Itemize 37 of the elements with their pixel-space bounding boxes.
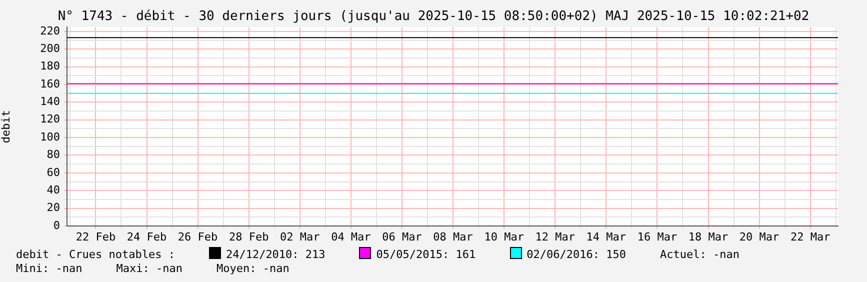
y-tick-label: 60 — [46, 166, 60, 179]
text: Moyen: -nan — [216, 262, 290, 276]
x-tick-label: 04 Mar — [331, 230, 372, 244]
x-tick-label: 14 Mar — [586, 230, 626, 244]
x-tick-label: 16 Mar — [637, 230, 678, 244]
y-tick-label: 180 — [40, 60, 60, 73]
text: Actuel: -nan — [660, 248, 740, 262]
x-tick-label: 28 Feb — [228, 230, 269, 244]
x-tick-label: 12 Mar — [535, 230, 576, 244]
x-tick-label: 20 Mar — [739, 230, 780, 244]
x-tick-label: 10 Mar — [484, 230, 524, 244]
y-tick-label: 220 — [40, 24, 60, 38]
y-tick-label: 140 — [40, 95, 60, 108]
x-tick-label: 18 Mar — [688, 230, 728, 244]
y-tick-label: 100 — [40, 130, 60, 144]
x-tick-label: 02 Mar — [280, 230, 320, 244]
y-tick-label: 200 — [40, 42, 60, 55]
y-axis-title: debit — [0, 110, 12, 144]
x-tick-label: 06 Mar — [382, 230, 422, 244]
y-tick-label: 20 — [46, 201, 60, 214]
y-tick-label: 0 — [53, 218, 60, 232]
legend-label: 02/06/2016: 150 — [526, 248, 626, 261]
legend-label: 05/05/2015: 161 — [376, 248, 476, 261]
x-tick-label: 24 Feb — [126, 230, 167, 244]
y-tick-label: 120 — [40, 112, 60, 126]
x-tick-label: 22 Mar — [790, 230, 831, 244]
x-tick-label: 22 Feb — [76, 230, 116, 244]
legend-title: debit - Crues notables : — [16, 248, 175, 262]
y-tick-label: 160 — [40, 77, 60, 90]
legend-label: 24/12/2010: 213 — [226, 248, 326, 261]
x-tick-label: 26 Feb — [178, 230, 218, 244]
chart-title: N° 1743 - débit - 30 derniers jours (jusqu'au 2025-10-15 08:50:00+02) MAJ 2025-10-15 10:02:21+02 — [56, 9, 810, 24]
y-tick-label: 40 — [46, 183, 60, 196]
x-tick-label: 08 Mar — [433, 230, 474, 244]
text: Maxi: -nan — [116, 262, 182, 276]
y-tick-label: 80 — [46, 148, 60, 162]
text: Mini: -nan — [16, 262, 82, 276]
